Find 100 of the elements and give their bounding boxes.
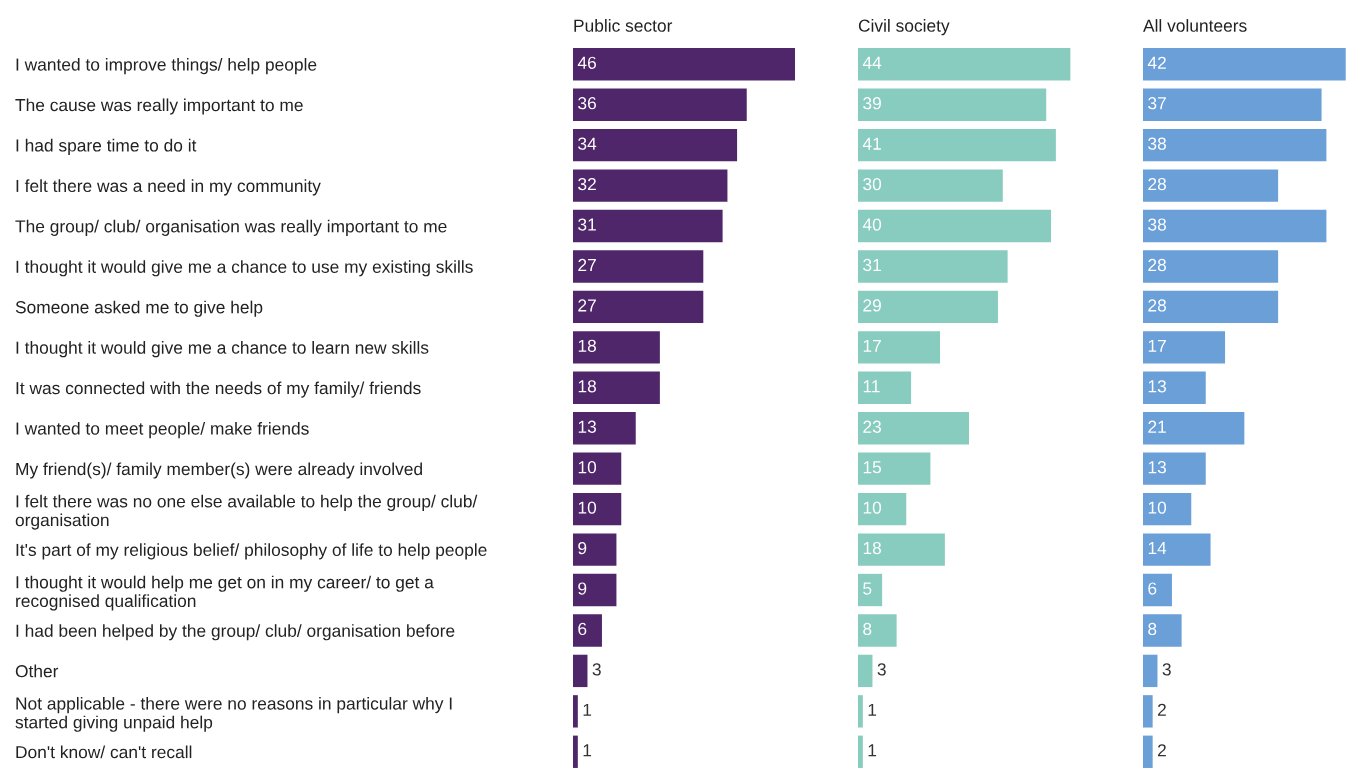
data-label: 13 (578, 420, 596, 433)
y-tick-label: The cause was really important to me (15, 98, 303, 115)
data-label: 13 (1148, 380, 1166, 393)
y-tick-label: Someone asked me to give help (15, 300, 263, 317)
data-label: 27 (578, 258, 596, 271)
bar (858, 290, 998, 324)
y-tick-label: The group/ club/ organisation was really important to me (15, 219, 447, 236)
y-tick-label: Other (15, 664, 59, 678)
data-label: 32 (578, 177, 596, 191)
bar (1143, 533, 1211, 566)
bar (573, 290, 704, 324)
data-label: 1 (583, 703, 592, 716)
data-label: 37 (1148, 97, 1166, 110)
bar (858, 735, 863, 768)
bar (1143, 412, 1245, 445)
data-label: 9 (578, 582, 587, 595)
bar (1143, 654, 1158, 688)
bar (573, 492, 622, 526)
data-label: 18 (863, 541, 881, 555)
bar (858, 654, 873, 688)
data-label: 2 (1157, 703, 1166, 716)
data-label: 8 (863, 622, 872, 636)
data-label: 17 (1148, 339, 1166, 352)
bar (1143, 88, 1322, 121)
data-label: 11 (863, 380, 880, 393)
y-tick-label: It was connected with the needs of my family/ friends (16, 381, 421, 398)
data-label: 38 (1148, 137, 1166, 150)
y-tick-label: I thought it would give me a chance to use my existing skills (16, 260, 473, 277)
bar (573, 128, 738, 162)
bar (1143, 48, 1346, 81)
bar (858, 209, 1052, 243)
data-label: 10 (863, 501, 882, 514)
data-label: 18 (578, 380, 596, 393)
data-label: 21 (1148, 420, 1166, 433)
bar (573, 573, 617, 607)
bar (573, 614, 602, 647)
bar (573, 412, 636, 445)
bar (858, 412, 969, 445)
bar (858, 169, 1003, 202)
bar (858, 452, 931, 485)
data-label: 1 (583, 744, 592, 757)
bar (858, 88, 1047, 121)
bar (573, 209, 723, 243)
y-tick-label: I wanted to improve things/ help people (16, 57, 317, 75)
bar (858, 371, 912, 404)
y-tick-label: I felt there was a need in my community (16, 179, 321, 196)
data-label: 1 (868, 744, 877, 757)
bar (573, 533, 617, 566)
data-label: 18 (578, 339, 596, 353)
bar (573, 250, 704, 283)
bar (573, 695, 578, 728)
data-label: 38 (1148, 218, 1166, 231)
bar (1143, 371, 1206, 404)
bar (573, 654, 588, 688)
data-label: 28 (1148, 177, 1166, 191)
data-label: 6 (578, 622, 587, 636)
data-label: 15 (863, 461, 882, 474)
bar (573, 88, 747, 121)
data-label: 9 (578, 541, 587, 555)
data-label: 41 (862, 137, 881, 150)
bar (1143, 169, 1279, 202)
data-label: 31 (863, 258, 881, 272)
data-label: 5 (863, 582, 872, 595)
y-tick-label: I had spare time to do it (16, 138, 197, 156)
bar (858, 331, 941, 364)
bar (1143, 492, 1192, 526)
data-label: 29 (863, 299, 881, 312)
bar (858, 573, 883, 607)
data-label: 28 (1148, 299, 1166, 312)
data-label: 40 (862, 218, 882, 231)
bar (1143, 573, 1172, 607)
data-label: 2 (1157, 744, 1166, 757)
data-label: 3 (1162, 663, 1171, 676)
bar (1143, 128, 1327, 162)
y-tick-label: Don't know/ can't recall (16, 745, 192, 759)
y-tick-label: My friend(s)/ family member(s) were already involved (16, 462, 422, 479)
data-label: 30 (863, 177, 882, 191)
bar (1143, 695, 1153, 728)
data-label: 27 (578, 299, 596, 312)
y-tick-label: I had been helped by the group/ club/ organisation before (16, 624, 455, 641)
data-label: 46 (577, 56, 596, 69)
bar (858, 533, 945, 566)
bar (858, 492, 907, 526)
bar (1143, 331, 1226, 364)
data-label: 13 (1148, 461, 1166, 474)
chart-title: Civil society (858, 19, 950, 36)
data-label: 10 (578, 461, 597, 474)
bar (573, 48, 795, 81)
data-label: 6 (1148, 582, 1157, 595)
data-label: 28 (1148, 258, 1166, 272)
bar (573, 331, 660, 364)
bar (858, 128, 1056, 162)
y-tick-label: I felt there was no one else available to help the group/ club/ organisation (15, 494, 478, 530)
bar (858, 250, 1008, 283)
bar (1143, 209, 1327, 243)
data-label: 3 (592, 663, 601, 676)
data-label: 14 (1148, 542, 1167, 555)
y-tick-label: I wanted to meet people/ make friends (16, 421, 309, 439)
bar (1143, 452, 1206, 485)
bar (1143, 250, 1279, 283)
